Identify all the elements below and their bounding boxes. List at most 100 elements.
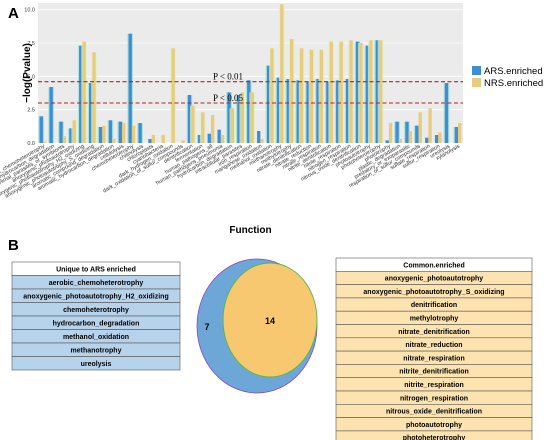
bar-ars [59, 121, 63, 143]
bar-ars [89, 83, 93, 143]
bar-ars [336, 80, 340, 143]
bar-ars [434, 135, 439, 143]
bar-nrs [290, 39, 294, 143]
box-item: hydrocarbon_degradation [53, 320, 140, 327]
bar-nrs [102, 125, 106, 143]
box-item: ureolysis [81, 361, 112, 368]
bar-nrs [329, 41, 333, 143]
bar-nrs [220, 135, 225, 143]
bar-ars [118, 121, 123, 143]
x-axis-title: Function [229, 225, 271, 236]
common-enriched-table: Common.enriched anoxygenic_photoautotroph… [335, 257, 533, 440]
box-item: denitrification [411, 302, 457, 309]
bar-ars [444, 83, 449, 143]
box-item: nitrite_respiration [404, 382, 464, 389]
bar-nrs [82, 41, 86, 143]
bar-ars [454, 127, 459, 143]
bar-nrs [388, 123, 393, 143]
bar-nrs [408, 131, 412, 143]
bar-ars [316, 79, 320, 143]
bar-nrs [240, 92, 244, 143]
bar-ars [326, 81, 330, 143]
bar-nrs [161, 135, 165, 143]
venn-panel: Unique to ARS enriched aerobic_chemoheter… [11, 257, 533, 440]
box-item: nitrate_reduction [405, 342, 462, 349]
y-tick-label: 0.0 [27, 141, 35, 147]
bar-ars [227, 92, 231, 143]
box-item: anoxygenic_photoautotrophy [385, 276, 484, 283]
threshold-label: P < 0.05 [213, 93, 243, 103]
bar-nrs [42, 141, 47, 143]
unique-ars-table: Unique to ARS enriched aerobic_chemoheter… [11, 261, 181, 371]
bar-nrs [210, 115, 215, 143]
bar-ars [257, 131, 261, 143]
bar-nrs [112, 139, 116, 143]
bar-nrs [398, 139, 403, 143]
legend-label: ARS.enriched [484, 66, 543, 77]
bar-nrs [369, 40, 373, 144]
legend-label: NRS.enriched [484, 78, 543, 89]
bar-nrs [359, 43, 363, 143]
panel-a-letter: A [8, 5, 19, 22]
box-title: Common.enriched [403, 262, 464, 269]
legend-swatch [472, 78, 481, 87]
bar-ars [266, 65, 271, 143]
bar-ars [108, 120, 113, 143]
bar-ars [425, 137, 429, 143]
bar-nrs [309, 49, 314, 143]
venn-common-count: 14 [265, 316, 275, 326]
bar-nrs [270, 48, 274, 144]
y-tick-label: 7.5 [27, 41, 35, 47]
box-title: Unique to ARS enriched [56, 266, 136, 273]
bar-nrs [378, 40, 383, 144]
bar-ars [237, 95, 241, 143]
bar-nrs [260, 139, 264, 143]
box-item: nitrogen_respiration [400, 395, 468, 402]
bar-ars [306, 81, 310, 143]
bar-nrs [72, 120, 76, 143]
bar-ars [217, 129, 221, 143]
y-tick-label: 5.0 [27, 74, 35, 80]
bar-nrs [230, 108, 235, 143]
panel-b-letter: B [8, 237, 19, 254]
box-item: methylotrophy [410, 316, 459, 323]
box-item: nitrous_oxide_denitrification [386, 409, 482, 416]
bar-ars [415, 125, 419, 143]
bar-ars [138, 123, 142, 143]
y-axis-title: −log(Pvalue) [22, 43, 33, 103]
bar-ars [296, 80, 300, 143]
threshold-label: P < 0.01 [213, 72, 243, 82]
bar-chart: 0.02.55.07.510.0aerobic_chemoheterotroph… [0, 3, 543, 236]
bar-nrs [171, 48, 175, 144]
bar-ars [405, 121, 409, 143]
bar-ars [39, 116, 43, 143]
bar-ars [79, 45, 83, 143]
bar-ars [375, 40, 379, 144]
bar-nrs [339, 41, 343, 143]
box-item: nitrate_respiration [403, 355, 464, 362]
bar-nrs [151, 135, 156, 143]
bar-ars [128, 33, 132, 143]
bar-nrs [319, 49, 324, 143]
bar-nrs [428, 108, 432, 143]
bar-ars [286, 79, 291, 143]
bar-ars [276, 77, 281, 143]
bar-ars [395, 121, 399, 143]
bar-ars [49, 87, 53, 143]
bar-nrs [250, 92, 254, 143]
box-item: anoxygenic_photoautotrophy_S_oxidizing [363, 289, 504, 296]
y-tick-label: 2.5 [27, 108, 35, 114]
bar-ars [69, 128, 73, 143]
bar-ars [365, 45, 370, 143]
bar-nrs [349, 40, 353, 144]
box-item: chemoheterotrophy [63, 307, 129, 314]
bar-ars [385, 140, 389, 143]
bar-nrs [122, 123, 126, 143]
bar-ars [247, 80, 251, 143]
bar-ars [187, 95, 192, 143]
legend-swatch [472, 66, 481, 75]
bar-ars [148, 139, 152, 143]
bar-nrs [299, 48, 304, 144]
box-row [335, 430, 533, 440]
